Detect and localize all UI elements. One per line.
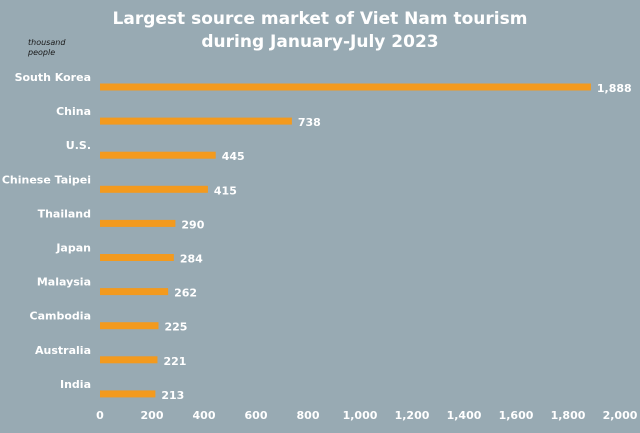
- x-tick-label: 1,000: [343, 409, 378, 422]
- x-tick-label: 800: [297, 409, 320, 422]
- x-tick-label: 1,400: [447, 409, 482, 422]
- value-label: 1,888: [597, 82, 632, 95]
- bar: [100, 151, 216, 159]
- category-label: China: [56, 105, 91, 118]
- bar: [100, 356, 158, 364]
- x-tick-label: 2,000: [603, 409, 638, 422]
- bar: [100, 219, 176, 227]
- category-label: Malaysia: [37, 276, 91, 289]
- category-label: Australia: [35, 344, 91, 357]
- bar: [100, 254, 174, 261]
- category-label: Thailand: [38, 207, 91, 220]
- value-label: 262: [174, 287, 197, 300]
- x-tick-label: 200: [141, 409, 164, 422]
- unit-label: thousand people: [28, 38, 66, 57]
- category-label: Cambodia: [30, 310, 91, 323]
- chart-title: during January-July 2023: [201, 32, 438, 52]
- bar: [100, 288, 169, 296]
- x-tick-label: 1,800: [551, 409, 586, 422]
- category-label: India: [60, 378, 91, 391]
- x-tick-label: 0: [96, 409, 104, 422]
- bar: [100, 322, 159, 330]
- x-tick-label: 600: [245, 409, 268, 422]
- value-label: 738: [298, 116, 321, 129]
- category-label: Chinese Taipei: [2, 173, 91, 186]
- chart-title: Largest source market of Viet Nam touris…: [113, 9, 528, 29]
- x-tick-label: 1,200: [395, 409, 430, 422]
- value-label: 290: [181, 218, 204, 231]
- value-label: 284: [180, 253, 203, 266]
- bar: [100, 390, 156, 398]
- value-label: 213: [161, 389, 184, 402]
- value-label: 225: [165, 321, 188, 334]
- bar: [100, 185, 208, 193]
- bar: [100, 83, 591, 91]
- value-label: 445: [222, 150, 245, 163]
- value-label: 221: [163, 355, 186, 368]
- x-tick-label: 1,600: [499, 409, 534, 422]
- category-label: South Korea: [15, 71, 91, 84]
- category-label: Japan: [55, 242, 91, 255]
- x-tick-label: 400: [193, 409, 216, 422]
- value-label: 415: [214, 184, 237, 197]
- bar: [100, 117, 292, 125]
- category-label: U.S.: [66, 139, 91, 152]
